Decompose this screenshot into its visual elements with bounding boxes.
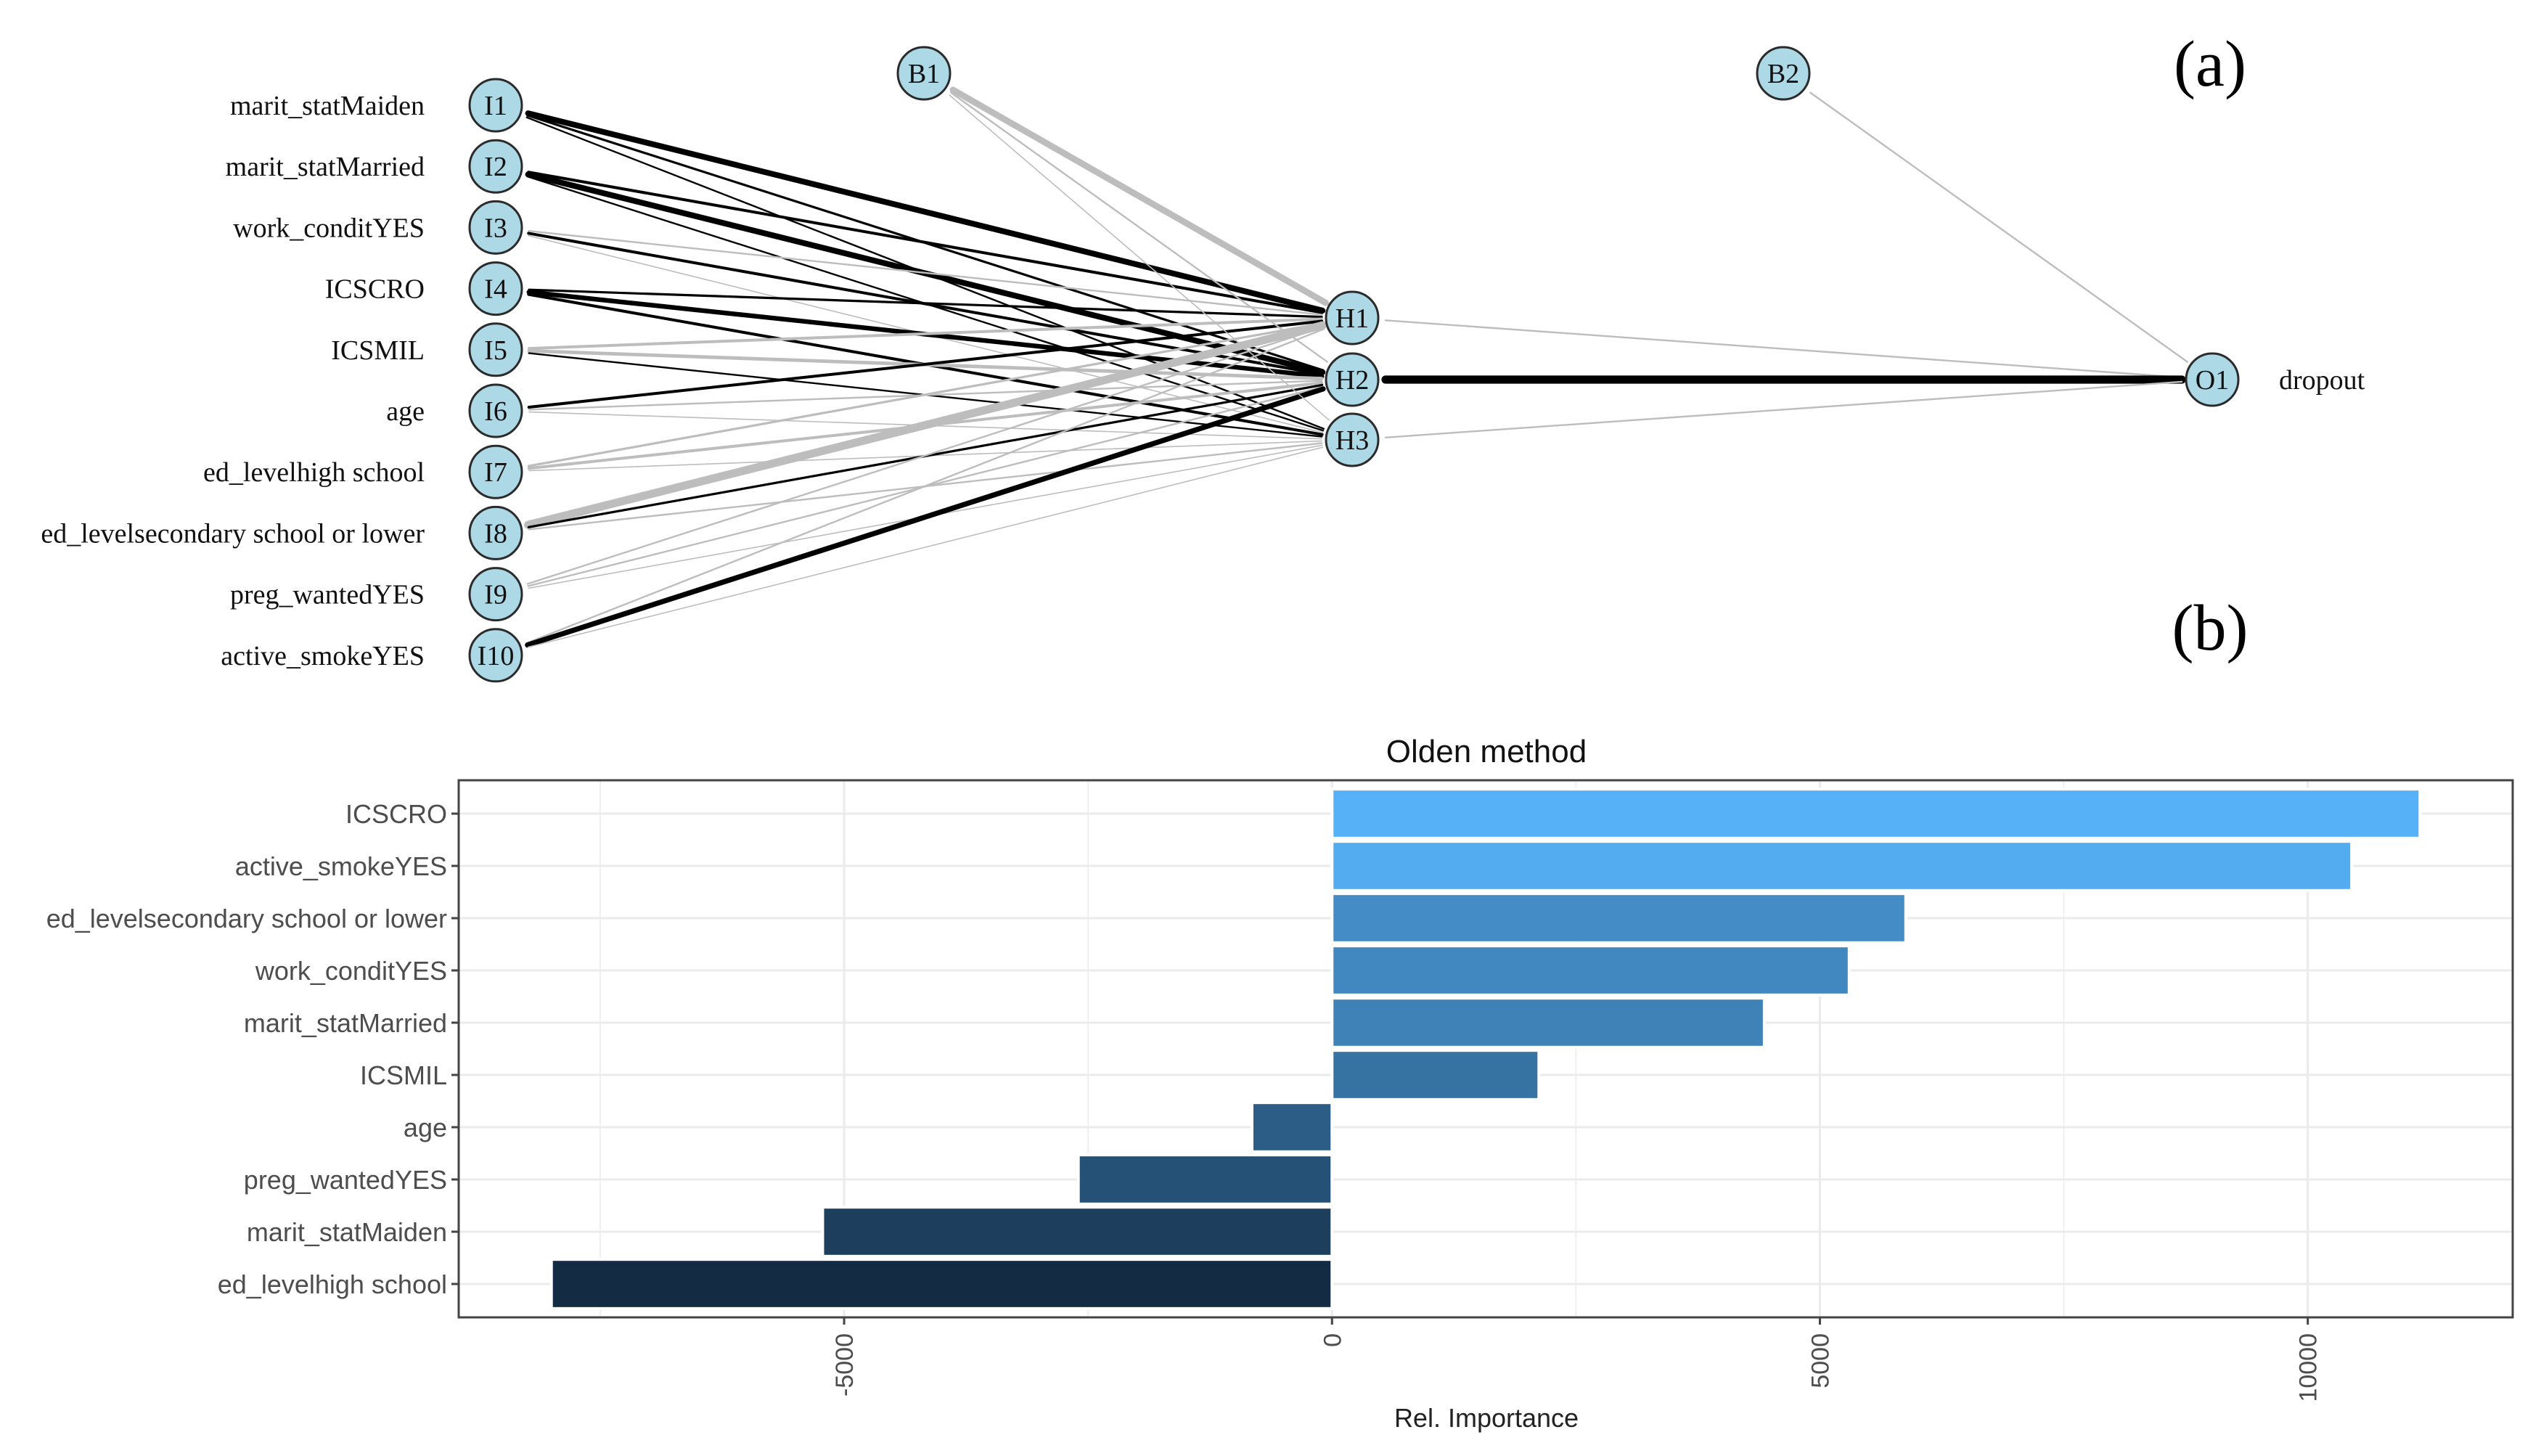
input-label-I10: active_smokeYES [221,641,425,671]
node-I1 [468,78,523,133]
bar-marit-statmarried [1330,997,1766,1049]
network-labels: marit_statMaiden marit_statMarried work_co… [41,91,2365,671]
connection-I9-H1 [526,326,1325,585]
panel-label-b: (b) [2172,592,2249,664]
node-label-I1: I1 [484,91,507,121]
node-H1 [1325,290,1380,345]
node-H2 [1325,352,1380,407]
panel-label-a: (a) [2174,28,2246,100]
node-label-H3: H3 [1335,425,1369,456]
bar-work-condityes [1330,944,1851,997]
connection-H3-O1 [1384,380,2183,438]
y-tick-label: preg_wantedYES [244,1165,447,1195]
connection-B1-H3 [949,94,1330,421]
bar-active-smokeyes [1330,840,2354,892]
node-I10 [468,628,523,683]
node-I4 [468,261,523,316]
input-label-I8: ed_levelsecondary school or lower [41,518,425,549]
node-label-B1: B1 [908,59,940,89]
bar-age [1251,1101,1334,1153]
connection-I6-H1 [527,319,1324,409]
y-tick-label: age [404,1113,447,1142]
neural-network-diagram: I1 I2 I3 I4 I5 I6 I7 I8 I9 I10 H1 H2 H3 B1 B2 O1 marit_… [41,46,2365,683]
y-tick-label: marit_statMaiden [247,1217,447,1247]
plot-border [457,779,2514,1319]
input-label-I1: marit_statMaiden [230,91,425,121]
x-tick-label: 10000 [2295,1333,2323,1402]
bars [549,788,2422,1310]
connection-B1-H1 [949,86,1329,306]
y-tick-label: work_conditYES [255,956,447,986]
x-axis: -5000 0 5000 10000 [831,1317,2323,1402]
node-I2 [468,139,523,194]
node-label-O1: O1 [2196,365,2229,396]
x-axis-title: Rel. Importance [1394,1403,1579,1433]
input-label-I9: preg_wantedYES [230,580,425,610]
y-tick-label: ICSCRO [345,799,447,829]
connection-I10-H1 [525,328,1325,645]
connection-I7-H1 [527,322,1324,467]
bar-marit-statmaiden [821,1206,1334,1258]
connection-I5-H1 [527,317,1324,351]
node-O1 [2185,352,2240,407]
node-B2 [1756,46,1811,101]
node-H3 [1325,412,1380,467]
node-label-I10: I10 [478,641,515,671]
input-label-I3: work_conditYES [233,213,425,243]
node-label-I2: I2 [484,152,507,182]
x-tick-label: 0 [1319,1333,1346,1347]
node-label-I4: I4 [484,274,507,305]
node-I5 [468,322,523,377]
network-connections [524,86,2189,648]
connection-I1-H1 [525,110,1326,314]
bar-preg-wantedyes [1076,1153,1334,1206]
y-tick-label: marit_statMarried [244,1008,447,1038]
node-label-I6: I6 [484,396,507,427]
x-tick-label: 5000 [1806,1333,1834,1388]
node-I8 [468,505,523,560]
connection-I10-H3 [527,446,1324,648]
input-label-I2: marit_statMarried [226,152,425,182]
connection-I2-H1 [527,171,1324,314]
node-I3 [468,200,523,255]
y-axis: ICSCRO active_smokeYES ed_levelsecondary s… [46,799,459,1299]
input-label-I7: ed_levelhigh school [203,457,425,488]
y-tick-label: ed_levelsecondary school or lower [46,904,447,933]
y-tick-label: ICSMIL [360,1060,447,1090]
connection-I8-H1 [524,321,1327,529]
node-label-I5: I5 [484,335,507,366]
connection-H1-O1 [1384,319,2183,379]
y-tick-label: ed_levelhigh school [218,1269,447,1299]
node-B1 [896,46,952,101]
output-label: dropout [2279,365,2365,396]
node-I7 [468,444,523,499]
input-label-I6: age [386,396,425,427]
bar-icsmil [1330,1049,1541,1101]
connection-B1-H2 [950,91,1329,363]
node-label-I9: I9 [484,580,507,610]
input-label-I5: ICSMIL [331,335,425,366]
bar-ed-levelsecondary-school-or-lower [1330,892,1907,944]
node-label-H2: H2 [1335,365,1369,396]
node-label-B2: B2 [1767,59,1799,89]
node-I9 [468,567,523,622]
connection-B2-O1 [1809,91,2189,363]
olden-bar-chart: Olden method ICSCRO active_smokeYES ed_lev… [46,734,2514,1433]
connection-I10-H2 [525,386,1326,648]
network-nodes: I1 I2 I3 I4 I5 I6 I7 I8 I9 I10 H1 H2 H3 B1 B2 O1 [468,46,2240,683]
bar-ed-levelhigh-school [549,1258,1334,1310]
node-label-H1: H1 [1335,303,1369,334]
node-label-I3: I3 [484,213,507,243]
bar-icscro [1330,788,2422,840]
node-label-I7: I7 [484,457,507,488]
connection-I4-H1 [528,288,1323,319]
x-tick-label: -5000 [831,1333,859,1396]
y-tick-label: active_smokeYES [235,851,447,881]
node-label-I8: I8 [484,518,507,549]
node-I6 [468,383,523,438]
chart-title: Olden method [1386,734,1587,769]
input-label-I4: ICSCRO [325,274,425,305]
